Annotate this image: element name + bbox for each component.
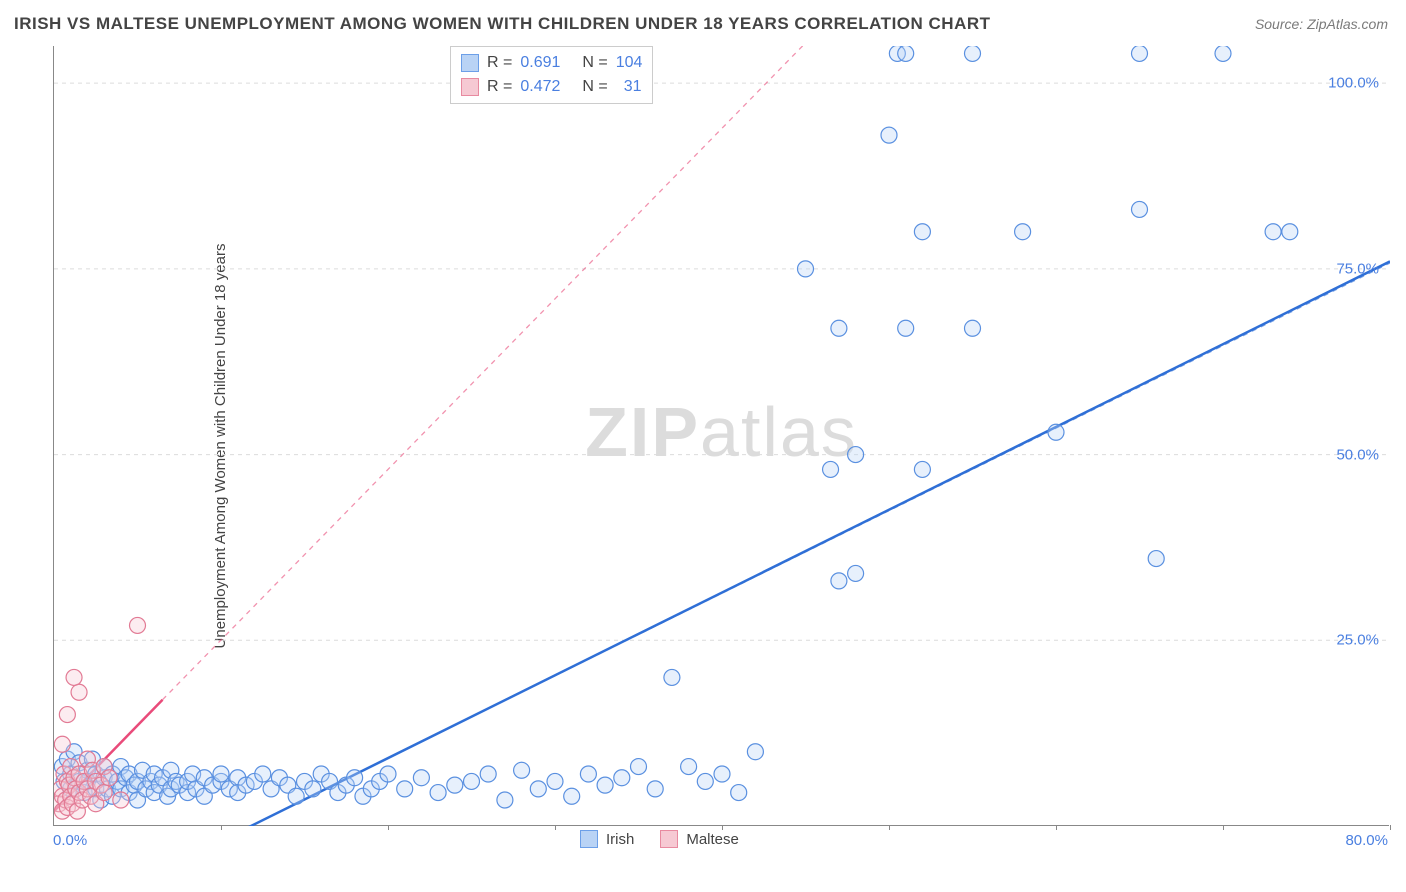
legend-label-maltese: Maltese	[686, 831, 739, 848]
x-tick-mark	[1056, 825, 1057, 830]
x-tick-mark	[555, 825, 556, 830]
legend-swatch-maltese	[660, 830, 678, 848]
x-axis-origin-label: 0.0%	[53, 832, 87, 849]
y-tick-label: 75.0%	[1336, 260, 1379, 277]
y-tick-label: 100.0%	[1328, 75, 1379, 92]
stats-row-maltese: R = 0.472 N = 31	[461, 75, 642, 99]
source-attribution: Source: ZipAtlas.com	[1255, 16, 1388, 32]
n-label: N =	[582, 78, 607, 96]
x-tick-mark	[388, 825, 389, 830]
legend-item-irish: Irish	[580, 830, 634, 848]
y-tick-label: 25.0%	[1336, 632, 1379, 649]
plot-area: ZIPatlas 25.0%50.0%75.0%100.0%	[53, 46, 1389, 826]
chart-title: IRISH VS MALTESE UNEMPLOYMENT AMONG WOME…	[14, 14, 991, 34]
n-value-maltese: 31	[616, 78, 642, 96]
n-label: N =	[582, 54, 607, 72]
chart-container: IRISH VS MALTESE UNEMPLOYMENT AMONG WOME…	[0, 0, 1406, 892]
n-value-irish: 104	[616, 54, 643, 72]
x-tick-mark	[221, 825, 222, 830]
source-prefix: Source:	[1255, 16, 1307, 32]
legend-swatch-irish	[580, 830, 598, 848]
r-label: R =	[487, 78, 512, 96]
stats-row-irish: R = 0.691 N = 104	[461, 51, 642, 75]
r-label: R =	[487, 54, 512, 72]
y-tick-label: 50.0%	[1336, 446, 1379, 463]
r-value-maltese: 0.472	[520, 78, 560, 96]
stats-box: R = 0.691 N = 104 R = 0.472 N = 31	[450, 46, 653, 104]
x-tick-mark	[889, 825, 890, 830]
x-tick-mark	[1390, 825, 1391, 830]
legend-item-maltese: Maltese	[660, 830, 739, 848]
chart-svg	[54, 46, 1389, 825]
legend: Irish Maltese	[580, 830, 739, 848]
swatch-irish	[461, 54, 479, 72]
x-axis-max-label: 80.0%	[1345, 832, 1388, 849]
source-name: ZipAtlas.com	[1307, 16, 1388, 32]
swatch-maltese	[461, 78, 479, 96]
x-tick-mark	[1223, 825, 1224, 830]
legend-label-irish: Irish	[606, 831, 634, 848]
r-value-irish: 0.691	[520, 54, 560, 72]
